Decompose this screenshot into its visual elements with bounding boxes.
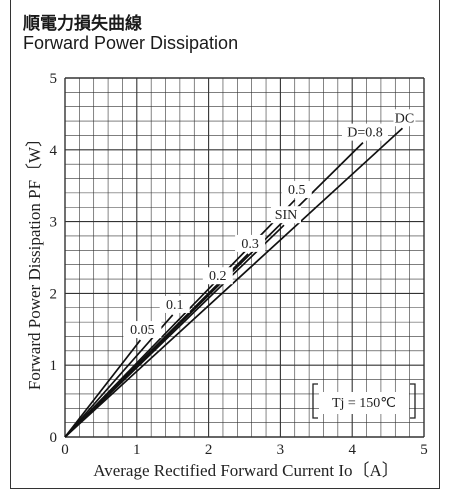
curve-label-01: 0.1 <box>166 298 184 313</box>
x-tick-label: 3 <box>277 442 285 458</box>
grid <box>64 77 425 438</box>
chart-frame <box>10 0 440 489</box>
curve-label-05: 0.5 <box>288 183 306 198</box>
curve-label-bg <box>270 206 301 224</box>
y-tick-label: 4 <box>50 143 58 159</box>
curve-labels: 0.05 0.1 0.2 0.3 SIN 0.5 D=0.8 DC <box>123 109 416 339</box>
series-line-DC <box>64 127 404 438</box>
y-tick-label: 5 <box>50 71 58 87</box>
curve-label-SIN: SIN <box>275 208 298 223</box>
x-tick-label: 0 <box>61 442 69 458</box>
curve-label-bg <box>281 181 312 199</box>
curve-label-DC: DC <box>395 111 414 126</box>
y-tick-label: 3 <box>50 215 58 231</box>
curve-label-bg <box>235 234 266 252</box>
condition-label: Tj = 150℃ <box>332 396 396 411</box>
x-tick-label: 2 <box>205 442 213 458</box>
curve-label-03: 0.3 <box>241 237 259 252</box>
curve-label-bg <box>123 321 162 339</box>
series-line-D08 <box>64 142 364 438</box>
x-tick-label: 1 <box>133 442 141 458</box>
curve-label-bg <box>202 267 233 285</box>
curve-label-bg <box>393 109 416 127</box>
curve-label-D08: D=0.8 <box>347 126 383 141</box>
curve-label-005: 0.05 <box>130 323 155 338</box>
curves <box>64 127 404 438</box>
curve-label-bg <box>159 295 190 313</box>
condition-box: Tj = 150℃ <box>312 383 416 419</box>
chart-title-japanese: 順電力損失曲線 <box>23 14 142 34</box>
x-tick-label: 5 <box>420 442 428 458</box>
chart-title-english: Forward Power Dissipation <box>23 33 239 53</box>
series-line-005 <box>64 339 142 438</box>
curve-label-02: 0.2 <box>209 269 227 284</box>
tick-labels: 0 1 2 3 4 5 0 1 2 3 4 5 <box>50 71 428 458</box>
curve-label-bg <box>341 123 388 141</box>
y-tick-label: 0 <box>50 430 58 446</box>
y-tick-label: 1 <box>50 358 58 374</box>
y-tick-label: 2 <box>50 286 58 302</box>
y-axis-label: Forward Power Dissipation PF〔W〕 <box>25 130 44 390</box>
x-tick-label: 4 <box>348 442 356 458</box>
x-axis-label: Average Rectified Forward Current Io〔A〕 <box>93 461 399 480</box>
